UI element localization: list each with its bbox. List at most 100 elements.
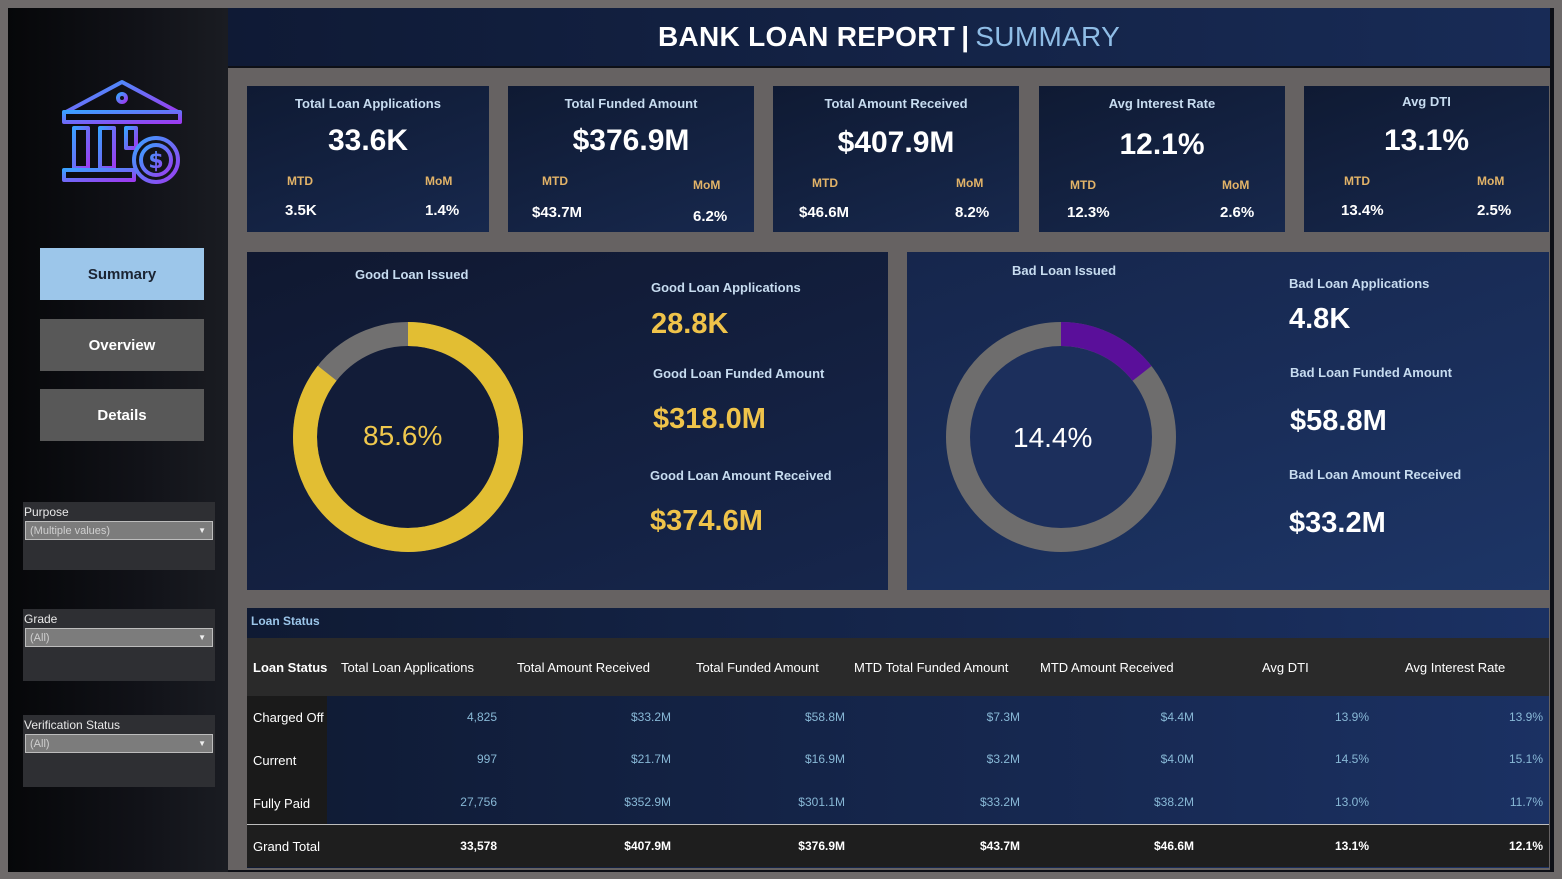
chevron-down-icon: ▼	[198, 739, 206, 748]
kpi-mtd-value: 12.3%	[1067, 204, 1110, 221]
grand-total-cell: 33,578	[460, 839, 497, 853]
table-cell: 13.9%	[1508, 710, 1543, 724]
kpi-card-avg-dti: Avg DTI 13.1% MTD MoM 13.4% 2.5%	[1304, 86, 1549, 232]
page-title-sub: SUMMARY	[975, 21, 1121, 52]
kpi-label: Total Amount Received	[824, 96, 968, 111]
kpi-value: 13.1%	[1383, 124, 1470, 157]
bad-loan-donut-chart	[946, 322, 1176, 552]
table-cell: 13.9%	[1334, 710, 1369, 724]
loan-status-table-title: Loan Status	[251, 614, 320, 628]
column-header[interactable]: Total Amount Received	[517, 660, 650, 675]
kpi-mom-label: MoM	[956, 176, 984, 190]
table-cell: 27,756	[460, 795, 497, 809]
bad-loan-panel: Bad Loan Issued 14.4% Bad Loan Applicati…	[907, 252, 1549, 590]
loan-status-table: Loan Status Loan Status Total Loan Appli…	[247, 608, 1549, 868]
column-header[interactable]: Total Funded Amount	[696, 660, 819, 675]
table-cell: $7.3M	[986, 710, 1020, 724]
column-header[interactable]: Avg Interest Rate	[1405, 660, 1506, 675]
kpi-mtd-value: 13.4%	[1341, 202, 1384, 219]
table-cell: $3.2M	[986, 752, 1020, 766]
table-cell: $301.1M	[798, 795, 845, 809]
column-header[interactable]: Loan Status	[253, 660, 328, 675]
kpi-mom-value: 1.4%	[425, 202, 460, 219]
table-cell: $4.0M	[1160, 752, 1194, 766]
kpi-mom-value: 2.6%	[1220, 204, 1255, 221]
good-loan-panel: Good Loan Issued 85.6% Good Loan Applica…	[247, 252, 888, 590]
column-header[interactable]: Total Loan Applications	[341, 660, 474, 675]
grand-total-label: Grand Total	[253, 839, 320, 854]
kpi-label: Avg Interest Rate	[1108, 96, 1216, 111]
bad-loan-received-label: Bad Loan Amount Received	[1289, 467, 1462, 482]
kpi-mtd-label: MTD	[1344, 174, 1370, 188]
grand-total-cell: $46.6M	[1153, 839, 1194, 853]
row-label-column	[247, 696, 327, 824]
verification-status-filter-label: Verification Status	[24, 718, 121, 732]
svg-text:$: $	[148, 149, 163, 174]
purpose-select[interactable]: (Multiple values) ▼	[25, 521, 213, 540]
table-cell: 14.5%	[1334, 752, 1369, 766]
kpi-mom-value: 8.2%	[955, 204, 990, 221]
chevron-down-icon: ▼	[198, 633, 206, 642]
bank-dollar-icon: $	[60, 78, 184, 190]
good-loan-received-value: $374.6M	[650, 505, 763, 537]
good-loan-donut-arc	[293, 322, 523, 552]
page-title-separator: |	[961, 21, 970, 52]
table-cell: $58.8M	[804, 710, 845, 724]
kpi-mom-label: MoM	[693, 178, 721, 192]
bad-loan-funded-label: Bad Loan Funded Amount	[1290, 365, 1452, 380]
bad-loan-donut-arc	[946, 322, 1176, 552]
table-cell: 4,825	[466, 710, 497, 724]
table-cell: $352.9M	[624, 795, 671, 809]
kpi-label: Avg DTI	[1402, 94, 1451, 109]
verification-status-select[interactable]: (All) ▼	[25, 734, 213, 753]
purpose-select-value: (Multiple values)	[30, 524, 111, 537]
purpose-filter-label: Purpose	[24, 505, 69, 519]
bad-loan-issued-title: Bad Loan Issued	[1012, 263, 1117, 278]
nav-overview-button[interactable]: Overview	[40, 319, 204, 371]
kpi-mtd-label: MTD	[542, 174, 568, 188]
table-cell: 997	[476, 752, 497, 766]
verification-status-filter: Verification Status (All) ▼	[23, 715, 215, 787]
good-loan-applications-label: Good Loan Applications	[651, 280, 801, 295]
bad-loan-applications-label: Bad Loan Applications	[1289, 276, 1430, 291]
kpi-card-total-funded-amount: Total Funded Amount $376.9M MTD MoM $43.…	[508, 86, 754, 232]
verification-status-select-value: (All)	[30, 737, 50, 750]
nav-summary-button[interactable]: Summary	[40, 248, 204, 300]
nav-details-button[interactable]: Details	[40, 389, 204, 441]
kpi-mom-value: 6.2%	[693, 208, 728, 225]
kpi-card-total-loan-applications: Total Loan Applications 33.6K MTD MoM 3.…	[247, 86, 489, 232]
table-cell: $21.7M	[630, 752, 671, 766]
bad-loan-funded-value: $58.8M	[1290, 405, 1387, 437]
grand-total-cell: $376.9M	[798, 839, 845, 853]
kpi-mom-label: MoM	[425, 174, 453, 188]
grand-total-cell: $407.9M	[624, 839, 671, 853]
kpi-mtd-label: MTD	[287, 174, 313, 188]
table-cell: 15.1%	[1508, 752, 1543, 766]
table-cell: $4.4M	[1160, 710, 1194, 724]
good-loan-donut-chart	[293, 322, 523, 552]
table-cell: $33.2M	[979, 795, 1020, 809]
good-loan-percent: 85.6%	[363, 420, 443, 451]
column-header[interactable]: MTD Amount Received	[1040, 660, 1174, 675]
kpi-mom-label: MoM	[1477, 174, 1505, 188]
grade-select[interactable]: (All) ▼	[25, 628, 213, 647]
table-cell: $16.9M	[804, 752, 845, 766]
column-header[interactable]: MTD Total Funded Amount	[854, 660, 1009, 675]
kpi-mtd-value: $46.6M	[799, 204, 850, 221]
bad-loan-received-value: $33.2M	[1289, 507, 1386, 539]
grand-total-cell: 13.1%	[1334, 839, 1369, 853]
bad-loan-applications-value: 4.8K	[1289, 303, 1351, 335]
page-title: BANK LOAN REPORT | SUMMARY	[658, 21, 1120, 53]
kpi-mom-value: 2.5%	[1477, 202, 1512, 219]
table-row-label: Charged Off	[253, 710, 324, 725]
table-row-label: Current	[253, 753, 297, 768]
chevron-down-icon: ▼	[198, 526, 206, 535]
table-header: Loan Status Total Loan Applications Tota…	[247, 638, 1549, 696]
page-title-main: BANK LOAN REPORT	[657, 21, 956, 52]
table-cell: $38.2M	[1153, 795, 1194, 809]
title-bar: BANK LOAN REPORT | SUMMARY	[228, 8, 1550, 66]
column-header[interactable]: Avg DTI	[1262, 660, 1309, 675]
good-loan-funded-value: $318.0M	[653, 403, 766, 435]
table-row-label: Fully Paid	[253, 796, 311, 811]
grade-filter-label: Grade	[24, 612, 58, 626]
